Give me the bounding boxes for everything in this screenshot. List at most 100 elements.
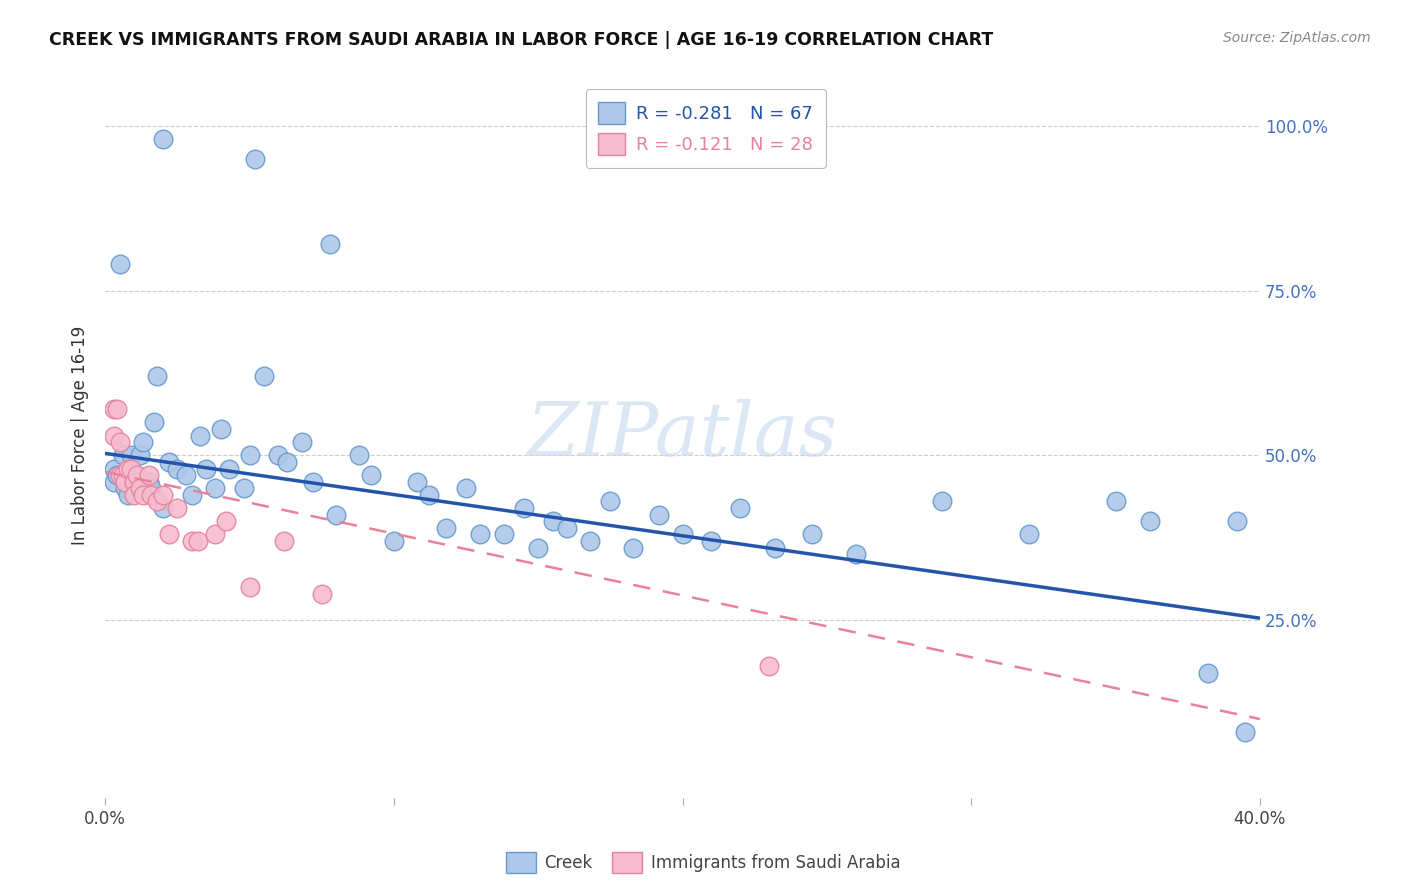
Point — [108, 468, 131, 483]
Legend: R = -0.281   N = 67, R = -0.121   N = 28: R = -0.281 N = 67, R = -0.121 N = 28 — [585, 89, 825, 168]
Point — [103, 475, 125, 489]
Point — [758, 659, 780, 673]
Point — [267, 448, 290, 462]
Point — [157, 455, 180, 469]
Point — [103, 428, 125, 442]
Point — [763, 541, 786, 555]
Point — [1139, 514, 1161, 528]
Point — [1234, 725, 1257, 739]
Point — [1018, 527, 1040, 541]
Point — [111, 448, 134, 462]
Point — [190, 428, 212, 442]
Point — [141, 481, 163, 495]
Point — [276, 455, 298, 469]
Point — [527, 541, 550, 555]
Y-axis label: In Labor Force | Age 16-19: In Labor Force | Age 16-19 — [72, 326, 89, 545]
Point — [218, 461, 240, 475]
Point — [579, 534, 602, 549]
Point — [114, 475, 136, 489]
Point — [418, 488, 440, 502]
Text: Source: ZipAtlas.com: Source: ZipAtlas.com — [1223, 31, 1371, 45]
Point — [152, 488, 174, 502]
Point — [623, 541, 645, 555]
Point — [311, 587, 333, 601]
Point — [120, 461, 142, 475]
Point — [671, 527, 693, 541]
Point — [117, 461, 139, 475]
Point — [513, 501, 536, 516]
Point — [146, 494, 169, 508]
Point — [122, 475, 145, 489]
Point — [434, 521, 457, 535]
Point — [195, 461, 218, 475]
Point — [152, 132, 174, 146]
Point — [406, 475, 429, 489]
Point — [114, 481, 136, 495]
Point — [152, 501, 174, 516]
Point — [492, 527, 515, 541]
Point — [360, 468, 382, 483]
Text: ZIPatlas: ZIPatlas — [527, 400, 838, 472]
Point — [209, 422, 232, 436]
Point — [1226, 514, 1249, 528]
Point — [382, 534, 405, 549]
Point — [325, 508, 347, 522]
Point — [232, 481, 254, 495]
Point — [103, 461, 125, 475]
Point — [290, 435, 312, 450]
Point — [128, 448, 150, 462]
Point — [245, 152, 267, 166]
Point — [141, 488, 163, 502]
Point — [117, 488, 139, 502]
Point — [125, 475, 148, 489]
Point — [700, 534, 723, 549]
Point — [105, 468, 128, 483]
Point — [180, 488, 202, 502]
Point — [174, 468, 197, 483]
Point — [103, 402, 125, 417]
Point — [125, 468, 148, 483]
Point — [138, 468, 160, 483]
Point — [555, 521, 578, 535]
Point — [132, 435, 155, 450]
Point — [238, 580, 260, 594]
Point — [105, 402, 128, 417]
Point — [204, 481, 226, 495]
Point — [128, 481, 150, 495]
Point — [108, 257, 131, 271]
Point — [120, 448, 142, 462]
Point — [454, 481, 477, 495]
Point — [1197, 665, 1219, 680]
Point — [122, 488, 145, 502]
Point — [273, 534, 295, 549]
Legend: Creek, Immigrants from Saudi Arabia: Creek, Immigrants from Saudi Arabia — [499, 846, 907, 880]
Text: CREEK VS IMMIGRANTS FROM SAUDI ARABIA IN LABOR FORCE | AGE 16-19 CORRELATION CHA: CREEK VS IMMIGRANTS FROM SAUDI ARABIA IN… — [49, 31, 994, 49]
Point — [599, 494, 621, 508]
Point — [180, 534, 202, 549]
Point — [1104, 494, 1126, 508]
Point — [108, 435, 131, 450]
Point — [187, 534, 209, 549]
Point — [470, 527, 492, 541]
Point — [801, 527, 824, 541]
Point — [302, 475, 325, 489]
Point — [845, 547, 868, 561]
Point — [204, 527, 226, 541]
Point — [166, 501, 188, 516]
Point — [166, 461, 188, 475]
Point — [648, 508, 671, 522]
Point — [541, 514, 564, 528]
Point — [111, 468, 134, 483]
Point — [253, 369, 276, 384]
Point — [349, 448, 371, 462]
Point — [931, 494, 953, 508]
Point — [132, 488, 155, 502]
Point — [157, 527, 180, 541]
Point — [319, 237, 342, 252]
Point — [122, 468, 145, 483]
Point — [730, 501, 752, 516]
Point — [215, 514, 238, 528]
Point — [238, 448, 260, 462]
Point — [146, 369, 169, 384]
Point — [143, 416, 166, 430]
